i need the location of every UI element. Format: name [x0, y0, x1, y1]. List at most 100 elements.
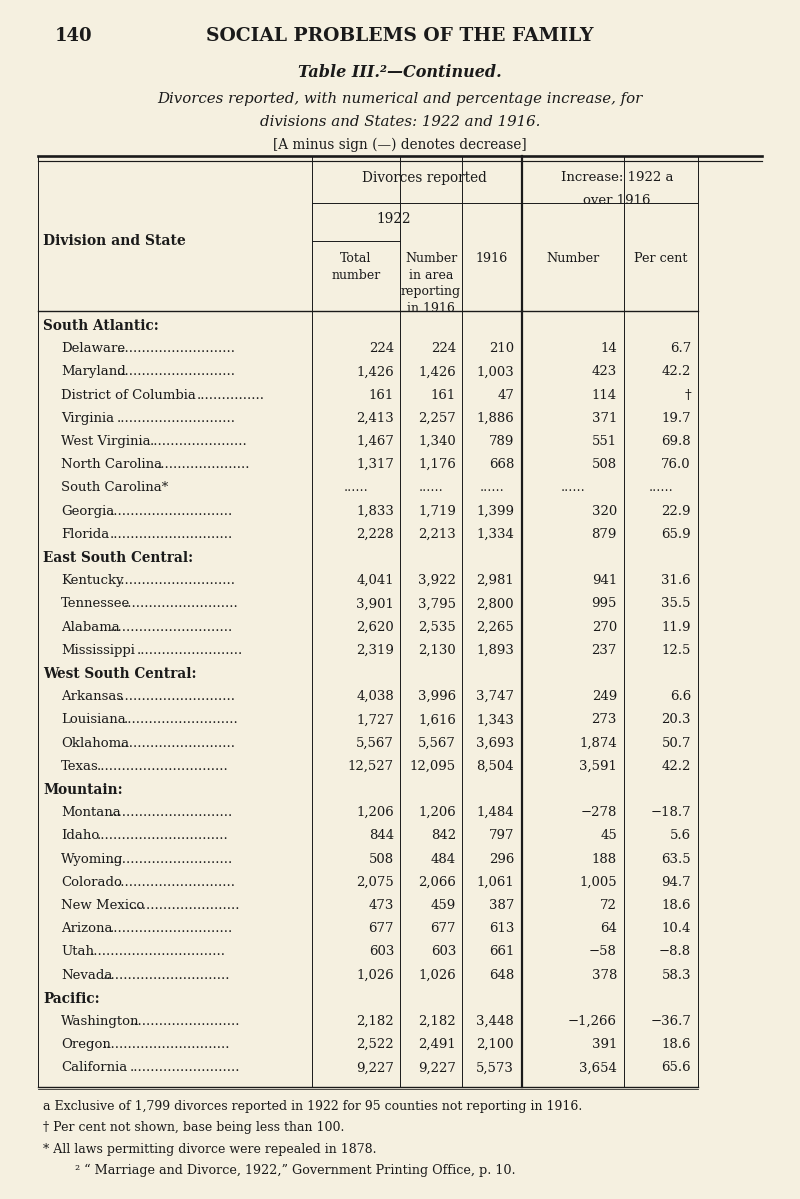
- Text: 63.5: 63.5: [662, 852, 691, 866]
- Text: 76.0: 76.0: [662, 458, 691, 471]
- Text: over 1916: over 1916: [583, 194, 650, 207]
- Text: 2,535: 2,535: [418, 621, 456, 633]
- Text: 551: 551: [592, 435, 617, 448]
- Text: 603: 603: [369, 945, 394, 958]
- Text: ...........................: ...........................: [123, 597, 238, 610]
- Text: 22.9: 22.9: [662, 505, 691, 518]
- Text: 2,800: 2,800: [476, 597, 514, 610]
- Text: 2,620: 2,620: [356, 621, 394, 633]
- Text: † Per cent not shown, base being less than 100.: † Per cent not shown, base being less th…: [43, 1121, 344, 1134]
- Text: 5,567: 5,567: [418, 736, 456, 749]
- Text: 1,719: 1,719: [418, 505, 456, 518]
- Text: 50.7: 50.7: [662, 736, 691, 749]
- Text: Divorces reported, with numerical and percentage increase, for: Divorces reported, with numerical and pe…: [158, 92, 642, 106]
- Text: North Carolina: North Carolina: [61, 458, 162, 471]
- Text: 3,654: 3,654: [579, 1061, 617, 1074]
- Text: 1916: 1916: [476, 252, 508, 265]
- Text: 8,504: 8,504: [476, 760, 514, 773]
- Text: 19.7: 19.7: [662, 411, 691, 424]
- Text: ..........................: ..........................: [130, 899, 241, 912]
- Text: 371: 371: [592, 411, 617, 424]
- Text: 1,399: 1,399: [476, 505, 514, 518]
- Text: 3,901: 3,901: [356, 597, 394, 610]
- Text: .............................: .............................: [110, 621, 233, 633]
- Text: Oregon: Oregon: [61, 1038, 111, 1052]
- Text: [A minus sign (—) denotes decrease]: [A minus sign (—) denotes decrease]: [273, 138, 527, 152]
- Text: 3,448: 3,448: [476, 1016, 514, 1028]
- Text: Virginia: Virginia: [61, 411, 114, 424]
- Text: 12,527: 12,527: [348, 760, 394, 773]
- Text: 789: 789: [489, 435, 514, 448]
- Text: 2,319: 2,319: [356, 644, 394, 657]
- Text: 2,981: 2,981: [476, 574, 514, 588]
- Text: Number
in area
reporting
in 1916: Number in area reporting in 1916: [401, 252, 461, 314]
- Text: Colorado: Colorado: [61, 875, 122, 888]
- Text: ............................: ............................: [117, 574, 235, 588]
- Text: 941: 941: [592, 574, 617, 588]
- Text: ............................: ............................: [117, 691, 235, 703]
- Text: 1,003: 1,003: [476, 366, 514, 379]
- Text: 603: 603: [430, 945, 456, 958]
- Text: ............................: ............................: [117, 875, 235, 888]
- Text: District of Columbia: District of Columbia: [61, 388, 196, 402]
- Text: 161: 161: [430, 388, 456, 402]
- Text: −18.7: −18.7: [650, 806, 691, 819]
- Text: ................................: ................................: [90, 945, 226, 958]
- Text: Alabama: Alabama: [61, 621, 120, 633]
- Text: 296: 296: [489, 852, 514, 866]
- Text: −8.8: −8.8: [659, 945, 691, 958]
- Text: 2,075: 2,075: [356, 875, 394, 888]
- Text: ......: ......: [418, 482, 443, 494]
- Text: 6.6: 6.6: [670, 691, 691, 703]
- Text: 484: 484: [431, 852, 456, 866]
- Text: ......: ......: [561, 482, 586, 494]
- Text: 249: 249: [592, 691, 617, 703]
- Text: 69.8: 69.8: [662, 435, 691, 448]
- Text: 1,874: 1,874: [579, 736, 617, 749]
- Text: 1922: 1922: [376, 212, 411, 225]
- Text: Georgia: Georgia: [61, 505, 114, 518]
- Text: Idaho: Idaho: [61, 830, 99, 843]
- Text: ..............................: ..............................: [103, 969, 230, 982]
- Text: 2,182: 2,182: [356, 1016, 394, 1028]
- Text: 94.7: 94.7: [662, 875, 691, 888]
- Text: 64: 64: [600, 922, 617, 935]
- Text: 45: 45: [600, 830, 617, 843]
- Text: 1,026: 1,026: [418, 969, 456, 982]
- Text: Division and State: Division and State: [43, 234, 186, 248]
- Text: California: California: [61, 1061, 127, 1074]
- Text: −1,266: −1,266: [568, 1016, 617, 1028]
- Text: ................: ................: [197, 388, 265, 402]
- Text: * All laws permitting divorce were repealed in 1878.: * All laws permitting divorce were repea…: [43, 1143, 377, 1156]
- Text: 18.6: 18.6: [662, 899, 691, 912]
- Text: 5,567: 5,567: [356, 736, 394, 749]
- Text: ............................: ............................: [117, 366, 235, 379]
- Text: 844: 844: [369, 830, 394, 843]
- Text: .............................: .............................: [110, 852, 233, 866]
- Text: .........................: .........................: [137, 644, 243, 657]
- Text: .......................: .......................: [150, 435, 248, 448]
- Text: ......: ......: [344, 482, 368, 494]
- Text: 188: 188: [592, 852, 617, 866]
- Text: 1,426: 1,426: [418, 366, 456, 379]
- Text: New Mexico: New Mexico: [61, 899, 144, 912]
- Text: ......: ......: [480, 482, 504, 494]
- Text: 1,206: 1,206: [418, 806, 456, 819]
- Text: −36.7: −36.7: [650, 1016, 691, 1028]
- Text: Delaware: Delaware: [61, 342, 125, 355]
- Text: Mississippi: Mississippi: [61, 644, 135, 657]
- Text: .............................: .............................: [110, 528, 233, 541]
- Text: 114: 114: [592, 388, 617, 402]
- Text: ...........................: ...........................: [123, 713, 238, 727]
- Text: −58: −58: [589, 945, 617, 958]
- Text: Wyoming: Wyoming: [61, 852, 123, 866]
- Text: 11.9: 11.9: [662, 621, 691, 633]
- Text: 423: 423: [592, 366, 617, 379]
- Text: a Exclusive of 1,799 divorces reported in 1922 for 95 counties not reporting in : a Exclusive of 1,799 divorces reported i…: [43, 1099, 582, 1113]
- Text: 995: 995: [592, 597, 617, 610]
- Text: 677: 677: [369, 922, 394, 935]
- Text: Total
number: Total number: [331, 252, 381, 282]
- Text: 9,227: 9,227: [356, 1061, 394, 1074]
- Text: 65.6: 65.6: [662, 1061, 691, 1074]
- Text: 270: 270: [592, 621, 617, 633]
